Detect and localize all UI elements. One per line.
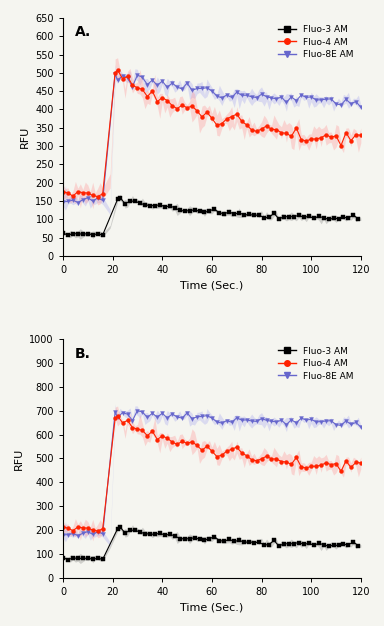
Y-axis label: RFU: RFU <box>20 126 30 148</box>
X-axis label: Time (Sec.): Time (Sec.) <box>180 602 243 612</box>
Y-axis label: RFU: RFU <box>14 448 24 470</box>
Legend: Fluo-3 AM, Fluo-4 AM, Fluo-8E AM: Fluo-3 AM, Fluo-4 AM, Fluo-8E AM <box>275 23 356 62</box>
Legend: Fluo-3 AM, Fluo-4 AM, Fluo-8E AM: Fluo-3 AM, Fluo-4 AM, Fluo-8E AM <box>275 344 356 384</box>
Text: B.: B. <box>75 347 91 361</box>
X-axis label: Time (Sec.): Time (Sec.) <box>180 280 243 290</box>
Text: A.: A. <box>75 25 91 39</box>
